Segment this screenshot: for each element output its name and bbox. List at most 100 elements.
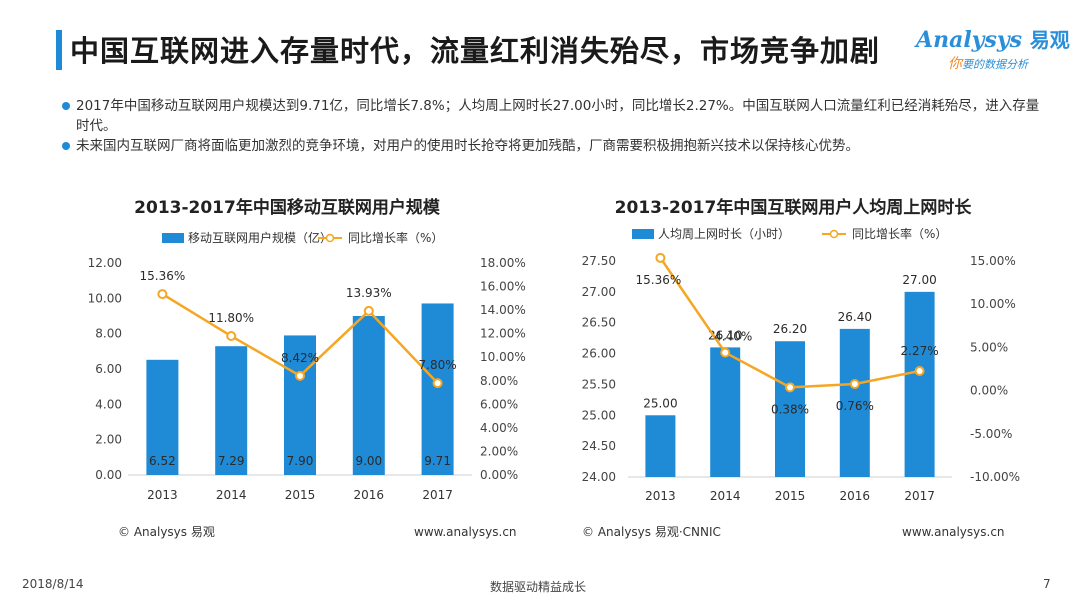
growth-label: 11.80% [208, 311, 254, 325]
left-axis-tick: 2.00 [95, 433, 122, 447]
bar-label: 26.20 [773, 322, 807, 336]
left-axis-tick: 12.00 [88, 256, 122, 270]
left-axis-tick: 6.00 [95, 362, 122, 376]
page-title: 中国互联网进入存量时代，流量红利消失殆尽，市场竞争加剧 [70, 34, 881, 68]
category-label: 2014 [710, 489, 741, 503]
right-axis-tick: -5.00% [970, 427, 1012, 441]
bar-label: 7.90 [287, 454, 314, 468]
bar [645, 415, 676, 477]
growth-point [226, 331, 237, 342]
bar-label: 9.00 [355, 454, 382, 468]
bar [146, 359, 179, 475]
legend-line-marker [325, 233, 335, 243]
bar-label: 6.52 [149, 454, 176, 468]
bar-label: 27.00 [902, 273, 936, 287]
chart-source: © Analysys 易观 [118, 525, 215, 539]
right-axis-tick: 15.00% [970, 254, 1016, 268]
right-axis-tick: 10.00% [970, 297, 1016, 311]
growth-point [914, 365, 925, 376]
right-axis-tick: -10.00% [970, 470, 1020, 484]
bar-label: 9.71 [424, 454, 451, 468]
bar-label: 26.40 [838, 310, 872, 324]
legend-bar-swatch [162, 233, 184, 243]
bar [839, 328, 870, 477]
right-axis-tick: 0.00% [970, 384, 1008, 398]
legend-bar-label: 移动互联网用户规模（亿） [188, 230, 332, 245]
chart-source: © Analysys 易观·CNNIC [582, 525, 721, 539]
legend-line-marker [829, 229, 839, 239]
category-label: 2015 [285, 488, 316, 502]
category-label: 2013 [147, 488, 178, 502]
growth-point [157, 289, 168, 300]
logo-slogan: 你要的数据分析 [948, 53, 1028, 73]
category-label: 2017 [422, 488, 453, 502]
logo-slogan-text: 要的数据分析 [962, 58, 1028, 71]
bullet-item: 未来国内互联网厂商将面临更加激烈的竞争环境，对用户的使用时长抢夺将更加残酷，厂商… [60, 136, 1040, 156]
right-axis-tick: 14.00% [480, 303, 526, 317]
legend-line-label: 同比增长率（%） [852, 226, 947, 241]
growth-label: 4.40% [714, 330, 752, 344]
bar [421, 303, 454, 475]
growth-label: 15.36% [636, 273, 682, 287]
category-label: 2013 [645, 489, 676, 503]
category-label: 2015 [775, 489, 806, 503]
summary-bullets: 2017年中国移动互联网用户规模达到9.71亿，同比增长7.8%；人均周上网时长… [60, 96, 1040, 156]
category-label: 2016 [840, 489, 871, 503]
logo-brand: Analysys 易观 [916, 24, 1070, 53]
bar [904, 291, 935, 477]
legend-bar-swatch [632, 229, 654, 239]
bar-label: 7.29 [218, 454, 245, 468]
growth-point [785, 382, 795, 393]
right-axis-tick: 4.00% [480, 421, 518, 435]
legend-bar-label: 人均周上网时长（小时） [658, 227, 790, 241]
right-axis-tick: 18.00% [480, 256, 526, 270]
logo-brand-cn: 易观 [1029, 28, 1070, 52]
growth-label: 0.38% [771, 402, 809, 416]
left-axis-tick: 8.00 [95, 327, 122, 341]
growth-label: 0.76% [836, 399, 874, 413]
chart-url: www.analysys.cn [902, 525, 1005, 539]
left-axis-tick: 25.00 [582, 408, 616, 422]
chart-user-scale: 2013-2017年中国移动互联网用户规模 移动互联网用户规模（亿） 同比增长率（%… [0, 185, 540, 545]
logo-brand-text: nalysys [933, 27, 1023, 53]
category-label: 2014 [216, 488, 247, 502]
left-axis-tick: 24.00 [582, 470, 616, 484]
right-axis-tick: 12.00% [480, 327, 526, 341]
logo-a-mark: A [916, 27, 934, 53]
category-label: 2017 [904, 489, 935, 503]
footer-date: 2018/8/14 [22, 577, 84, 591]
bar [775, 341, 805, 477]
chart-url: www.analysys.cn [414, 525, 517, 539]
growth-label: 8.42% [281, 351, 319, 365]
bar [710, 347, 741, 477]
right-axis-tick: 16.00% [480, 280, 526, 294]
growth-point [295, 370, 305, 381]
growth-point [720, 347, 731, 358]
bar [352, 316, 385, 475]
left-axis-tick: 27.50 [582, 254, 616, 268]
growth-point [849, 379, 860, 390]
left-axis-tick: 10.00 [88, 291, 122, 305]
right-axis-tick: 6.00% [480, 397, 518, 411]
page-number: 7 [1043, 577, 1051, 591]
growth-point [655, 252, 666, 263]
left-axis-tick: 26.00 [582, 347, 616, 361]
growth-label: 13.93% [346, 286, 392, 300]
left-axis-tick: 26.50 [582, 316, 616, 330]
analysys-logo: Analysys 易观 你要的数据分析 [916, 22, 1070, 74]
bar-label: 25.00 [643, 396, 677, 410]
legend-line-label: 同比增长率（%） [348, 230, 443, 245]
growth-label: 2.27% [901, 344, 939, 358]
bullet-item: 2017年中国移动互联网用户规模达到9.71亿，同比增长7.8%；人均周上网时长… [60, 96, 1040, 136]
chart-weekly-hours: 2013-2017年中国互联网用户人均周上网时长人均周上网时长（小时） 同比增长率… [540, 185, 1080, 545]
footer-slogan: 数据驱动精益成长 [490, 580, 587, 594]
right-axis-tick: 5.00% [970, 340, 1008, 354]
title-accent-bar [56, 30, 62, 70]
chart-title: 2013-2017年中国互联网用户人均周上网时长 [615, 197, 973, 218]
logo-slogan-ni: 你 [948, 56, 962, 72]
category-label: 2016 [354, 488, 385, 502]
left-axis-tick: 27.00 [582, 285, 616, 299]
bar [215, 346, 248, 475]
